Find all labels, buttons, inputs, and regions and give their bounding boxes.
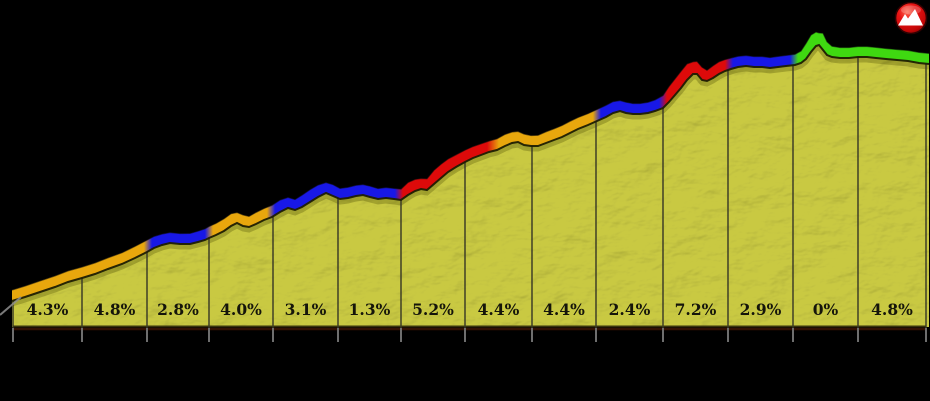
segment-gradient-label-7: 4.4% xyxy=(478,300,520,319)
segment-gradient-label-13: 4.8% xyxy=(871,300,913,319)
chart-root: 4.3% 4.8% 2.8% 4.0% 3.1% 1.3% 5.2% 4.4% 4.4% 2.4%… xyxy=(0,31,930,342)
segment-gradient-label-12: 0% xyxy=(813,300,839,319)
surface-line xyxy=(11,43,930,302)
segment-gradient-label-11: 2.9% xyxy=(740,300,782,319)
segment-gradient-label-0: 4.3% xyxy=(27,300,69,319)
segment-gradient-label-4: 3.1% xyxy=(285,300,327,319)
segment-gradient-label-3: 4.0% xyxy=(220,300,262,319)
terrain-texture xyxy=(12,45,929,327)
crest-shadow xyxy=(11,45,930,307)
segment-gradient-label-1: 4.8% xyxy=(94,300,136,319)
segment-gradient-label-8: 4.4% xyxy=(543,300,585,319)
lead-in-line xyxy=(0,296,22,316)
segment-gradient-label-2: 2.8% xyxy=(157,300,199,319)
segment-gradient-label-9: 2.4% xyxy=(609,300,651,319)
segment-gradient-label-5: 1.3% xyxy=(349,300,391,319)
site-logo xyxy=(894,1,928,35)
mountain-icon xyxy=(898,9,923,26)
segment-gradient-label-6: 5.2% xyxy=(412,300,454,319)
band-top-line xyxy=(11,31,930,291)
segment-gradient-label-10: 7.2% xyxy=(675,300,717,319)
logo-gloss xyxy=(901,5,921,15)
